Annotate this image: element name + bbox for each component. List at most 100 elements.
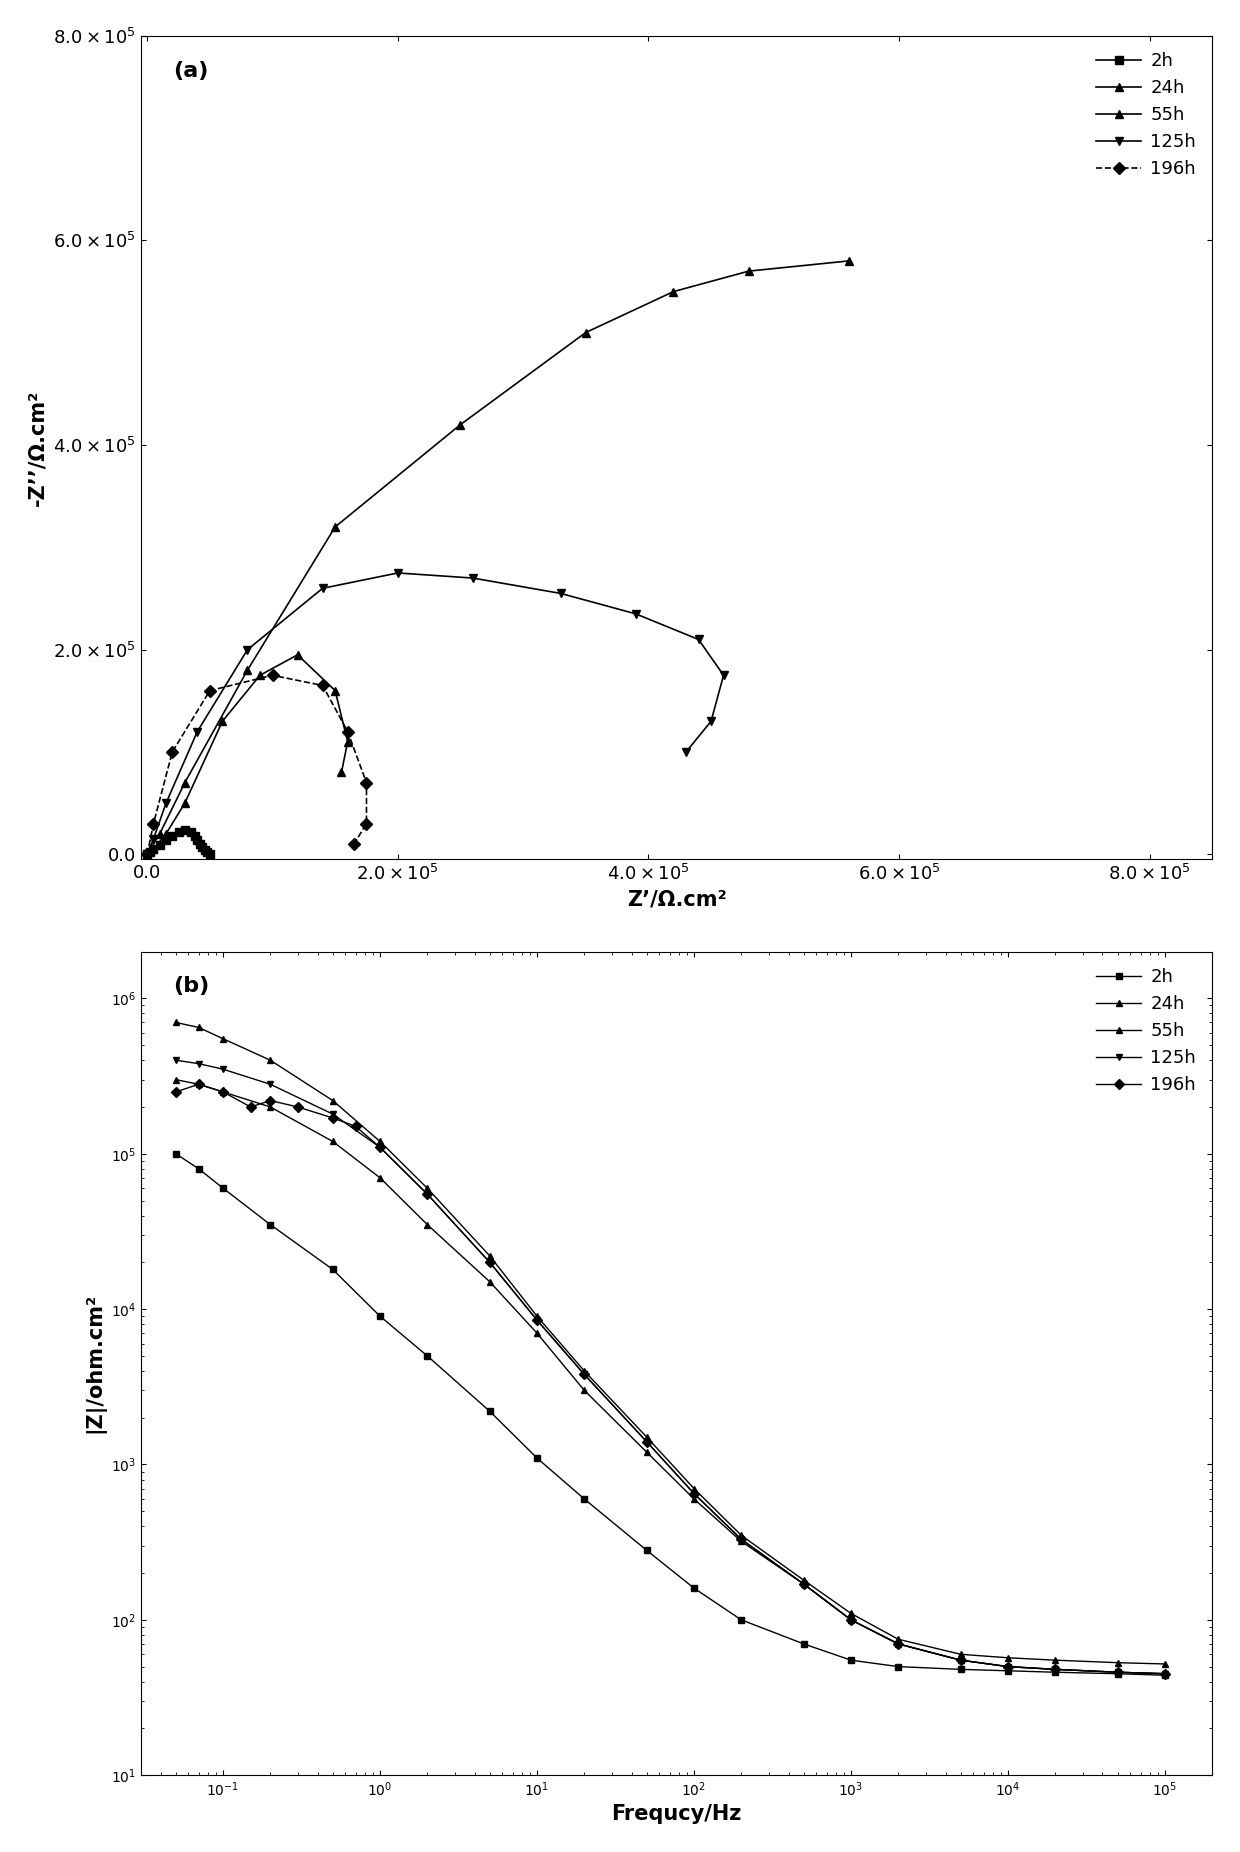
2h	[529, 1446, 544, 1469]
55h	[842, 250, 857, 272]
196h	[265, 665, 280, 687]
55h	[578, 322, 593, 344]
2h	[1048, 1661, 1063, 1683]
125h	[529, 1309, 544, 1332]
2h	[216, 1178, 231, 1200]
125h	[190, 720, 205, 743]
24h	[734, 1530, 749, 1552]
55h	[687, 1478, 702, 1500]
2h	[195, 835, 210, 857]
125h	[169, 1048, 184, 1070]
Y-axis label: |Z|/ohm.cm²: |Z|/ohm.cm²	[84, 1293, 105, 1433]
55h	[453, 413, 467, 435]
24h	[1110, 1661, 1125, 1683]
2h	[1157, 1665, 1172, 1687]
125h	[687, 1482, 702, 1504]
125h	[216, 1057, 231, 1080]
2h	[143, 841, 157, 863]
196h	[340, 720, 355, 743]
55h	[140, 843, 155, 865]
24h	[340, 732, 355, 754]
2h	[140, 843, 155, 865]
55h	[263, 1048, 278, 1070]
196h	[140, 843, 155, 865]
125h	[1001, 1656, 1016, 1678]
2h	[192, 833, 207, 856]
24h	[1048, 1658, 1063, 1680]
196h	[360, 813, 374, 835]
Line: 2h: 2h	[172, 1150, 1168, 1678]
196h	[1048, 1658, 1063, 1680]
55h	[482, 1245, 497, 1267]
55h	[640, 1426, 655, 1448]
196h	[482, 1252, 497, 1274]
196h	[420, 1183, 435, 1206]
125h	[678, 741, 693, 763]
24h	[796, 1572, 811, 1595]
Line: 196h: 196h	[172, 1082, 1168, 1678]
24h	[577, 1380, 591, 1402]
196h	[165, 741, 180, 763]
196h	[1001, 1656, 1016, 1678]
55h	[890, 1628, 905, 1650]
Line: 55h: 55h	[172, 1019, 1168, 1667]
2h	[197, 839, 212, 861]
X-axis label: Z’/Ω.cm²: Z’/Ω.cm²	[626, 891, 727, 909]
2h	[191, 1158, 206, 1180]
55h	[954, 1643, 968, 1665]
Line: 2h: 2h	[143, 826, 215, 859]
125h	[1048, 1658, 1063, 1680]
125h	[734, 1528, 749, 1550]
196h	[529, 1309, 544, 1332]
Line: 196h: 196h	[143, 670, 371, 859]
196h	[202, 680, 217, 702]
125h	[465, 567, 480, 589]
2h	[954, 1658, 968, 1680]
55h	[1001, 1646, 1016, 1669]
55h	[169, 1011, 184, 1033]
2h	[482, 1400, 497, 1422]
125h	[1110, 1661, 1125, 1683]
55h	[843, 1602, 858, 1624]
196h	[372, 1135, 387, 1158]
125h	[703, 709, 718, 732]
24h	[216, 1082, 231, 1104]
24h	[327, 680, 342, 702]
125h	[691, 628, 706, 650]
24h	[482, 1270, 497, 1293]
125h	[420, 1183, 435, 1206]
196h	[243, 1096, 258, 1119]
2h	[187, 824, 202, 846]
24h	[215, 709, 229, 732]
2h	[1001, 1659, 1016, 1682]
2h	[159, 830, 174, 852]
Text: (a): (a)	[174, 61, 208, 80]
55h	[191, 1017, 206, 1039]
196h	[577, 1363, 591, 1385]
2h	[420, 1345, 435, 1367]
125h	[796, 1572, 811, 1595]
24h	[146, 839, 161, 861]
196h	[346, 833, 361, 856]
24h	[372, 1167, 387, 1189]
24h	[140, 843, 155, 865]
2h	[1110, 1663, 1125, 1685]
125h	[315, 578, 330, 600]
24h	[334, 761, 348, 783]
24h	[420, 1213, 435, 1235]
24h	[843, 1609, 858, 1632]
55h	[529, 1306, 544, 1328]
2h	[165, 824, 180, 846]
125h	[1157, 1663, 1172, 1685]
55h	[577, 1359, 591, 1382]
196h	[216, 1082, 231, 1104]
125h	[890, 1633, 905, 1656]
125h	[140, 843, 155, 865]
55h	[420, 1178, 435, 1200]
55h	[1157, 1652, 1172, 1674]
2h	[577, 1487, 591, 1509]
24h	[177, 793, 192, 815]
196h	[146, 813, 161, 835]
196h	[890, 1633, 905, 1656]
Line: 125h: 125h	[172, 1057, 1168, 1678]
